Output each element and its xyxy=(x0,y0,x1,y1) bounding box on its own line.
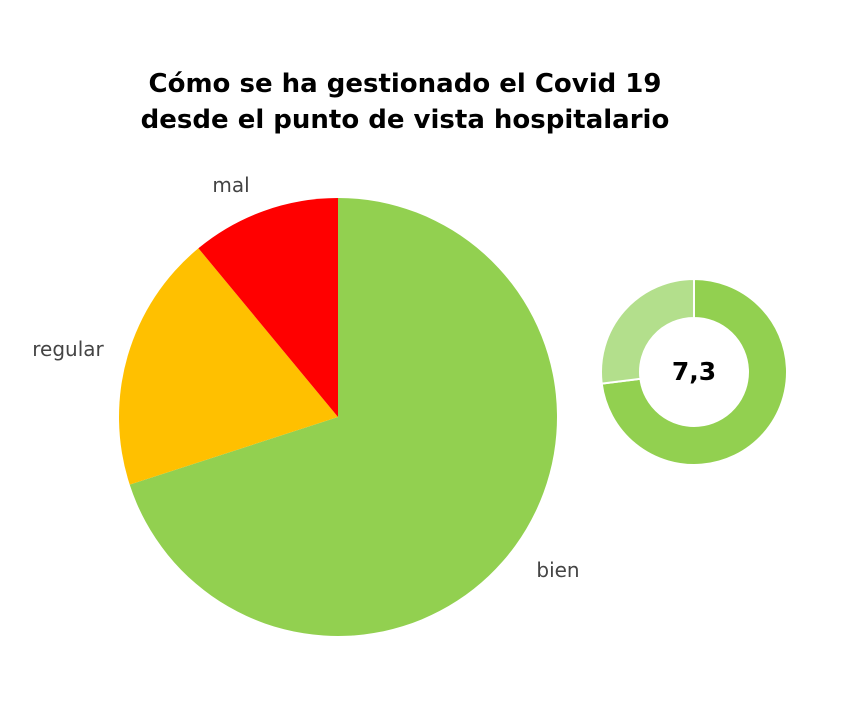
chart-title-line-2: desde el punto de vista hospitalario xyxy=(141,105,670,135)
pie-chart xyxy=(119,198,557,636)
chart-title-line-1: Cómo se ha gestionado el Covid 19 xyxy=(149,69,662,99)
pie-slice-regular xyxy=(119,248,339,485)
donut-center-value: 7,3 xyxy=(672,357,716,386)
pie-labels: bien regular mal xyxy=(32,173,579,582)
pie-slice-mal xyxy=(198,198,338,417)
pie-label-bien: bien xyxy=(536,558,579,582)
pie-slice-bien xyxy=(129,198,557,636)
donut-chart xyxy=(600,277,788,466)
donut-filled-segment xyxy=(600,277,788,466)
pie-label-regular: regular xyxy=(32,337,104,361)
donut-remaining-segment xyxy=(600,277,695,385)
pie-label-mal: mal xyxy=(212,173,249,197)
